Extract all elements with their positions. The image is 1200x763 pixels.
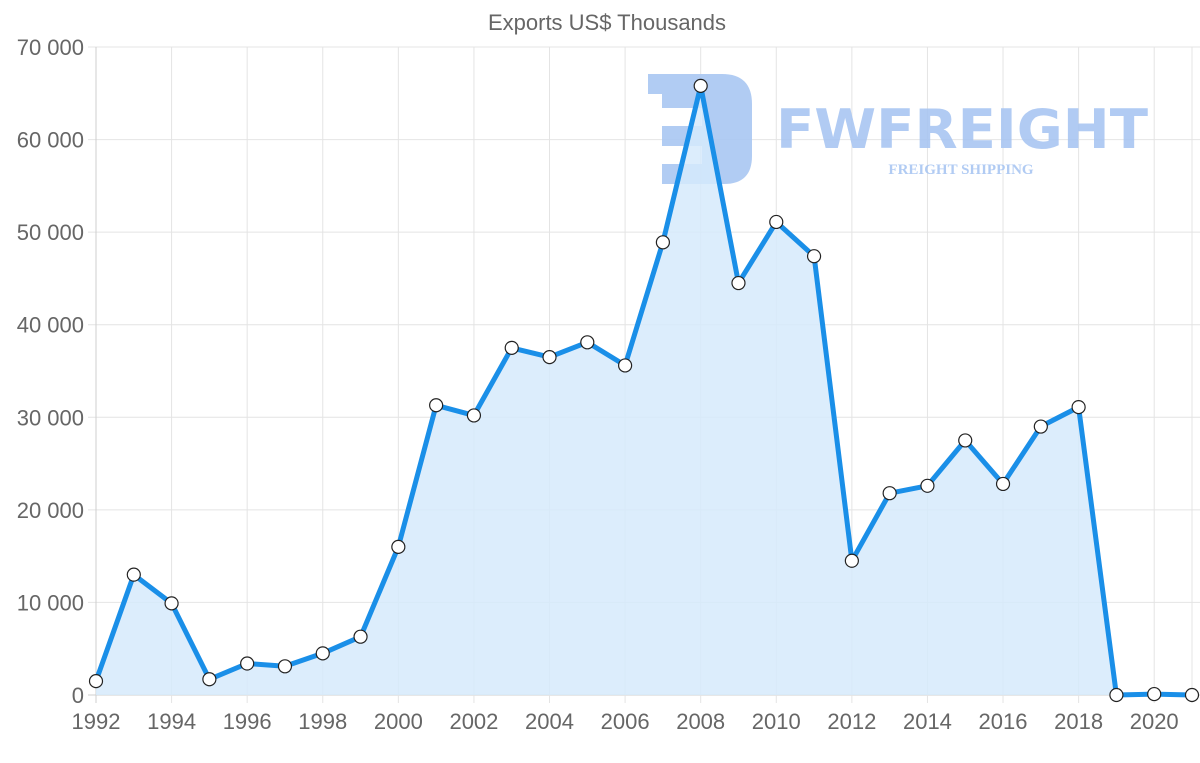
data-points: [88, 78, 1200, 703]
data-point[interactable]: [353, 629, 368, 644]
y-tick-label: 30 000: [17, 405, 84, 430]
data-point[interactable]: [1147, 686, 1162, 702]
watermark-tagline: FREIGHT SHIPPING: [888, 162, 1033, 178]
data-point[interactable]: [1033, 419, 1048, 434]
x-tick-label: 2014: [903, 709, 952, 734]
watermark-brand: FWFREIGHT: [776, 98, 1148, 161]
x-tick-label: 2000: [374, 709, 423, 734]
data-point[interactable]: [995, 476, 1011, 492]
data-point[interactable]: [882, 486, 897, 501]
x-tick-label: 1996: [223, 709, 272, 734]
data-point[interactable]: [580, 335, 595, 350]
data-point[interactable]: [277, 659, 293, 674]
y-tick-label: 0: [72, 683, 84, 708]
x-axis-ticks: 1992 1994 1996 1998 2000 2002 2004 2006 2008 2010…: [72, 709, 1179, 734]
data-point[interactable]: [958, 433, 973, 448]
data-point[interactable]: [655, 235, 670, 250]
data-point[interactable]: [240, 656, 255, 671]
x-tick-label: 2002: [449, 709, 498, 734]
data-point[interactable]: [202, 672, 217, 687]
y-axis-ticks: 0 10 000 20 000 30 000 40 000 50 000 60 000 70 …: [17, 35, 84, 708]
x-tick-label: 2012: [827, 709, 876, 734]
x-tick-label: 2018: [1054, 709, 1103, 734]
x-tick-label: 1992: [72, 709, 121, 734]
chart-title: Exports US$ Thousands: [488, 10, 726, 35]
x-tick-label: 2010: [752, 709, 801, 734]
x-tick-label: 2016: [979, 709, 1028, 734]
data-point[interactable]: [769, 214, 784, 230]
data-point[interactable]: [1109, 687, 1124, 703]
data-point[interactable]: [844, 553, 859, 568]
area-fill: [96, 85, 1192, 695]
x-tick-label: 2004: [525, 709, 574, 734]
y-tick-label: 50 000: [17, 220, 84, 245]
y-tick-label: 20 000: [17, 498, 84, 523]
data-point[interactable]: [1184, 687, 1200, 703]
x-tick-label: 1994: [147, 709, 196, 734]
data-point[interactable]: [618, 358, 633, 373]
x-tick-label: 2020: [1130, 709, 1179, 734]
data-point[interactable]: [429, 398, 444, 413]
data-point[interactable]: [315, 646, 330, 661]
data-point[interactable]: [1071, 400, 1086, 415]
x-tick-label: 2006: [601, 709, 650, 734]
data-point[interactable]: [920, 478, 935, 493]
data-point[interactable]: [806, 249, 822, 264]
fwfreight-watermark: FWFREIGHT FREIGHT SHIPPING: [648, 74, 1148, 184]
x-tick-label: 2008: [676, 709, 725, 734]
data-point[interactable]: [88, 674, 104, 689]
y-tick-label: 60 000: [17, 128, 84, 153]
data-point[interactable]: [164, 596, 179, 611]
data-point[interactable]: [126, 567, 141, 582]
data-point[interactable]: [466, 408, 482, 423]
data-point[interactable]: [693, 78, 708, 93]
data-point[interactable]: [504, 340, 519, 355]
data-point[interactable]: [542, 350, 557, 365]
y-tick-label: 40 000: [17, 313, 84, 338]
y-tick-label: 70 000: [17, 35, 84, 60]
data-point[interactable]: [731, 275, 746, 291]
data-point[interactable]: [391, 539, 406, 554]
y-tick-label: 10 000: [17, 590, 84, 615]
x-tick-label: 1998: [298, 709, 347, 734]
